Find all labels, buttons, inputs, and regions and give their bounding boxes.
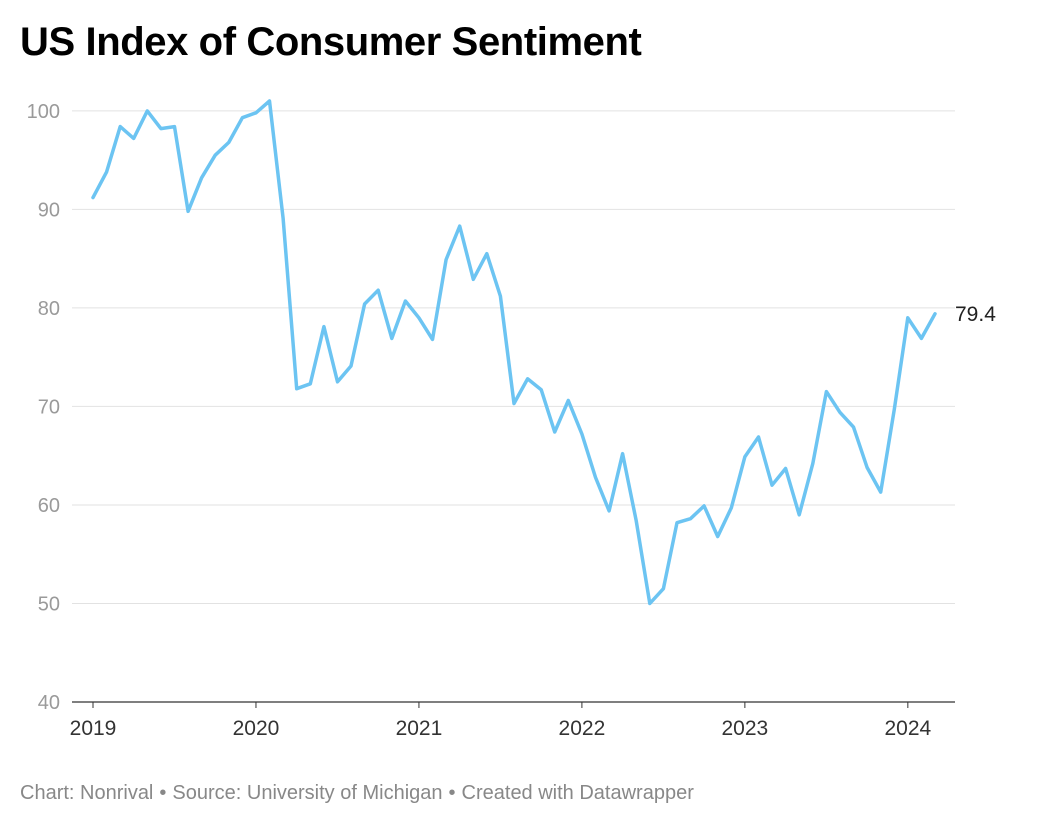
gridlines <box>72 110 955 703</box>
source-credit: Source: University of Michigan <box>172 782 443 804</box>
x-tick-label: 2023 <box>722 717 769 740</box>
chart-footer: Chart: Nonrival • Source: University of Mi… <box>20 782 694 805</box>
x-tick-label: 2024 <box>884 717 931 740</box>
x-tick-label: 2022 <box>559 717 606 740</box>
x-tick-label: 2020 <box>233 717 280 740</box>
y-tick-label: 80 <box>38 298 60 320</box>
series-line <box>91 99 937 606</box>
y-tick-label: 100 <box>27 101 60 123</box>
y-tick-label: 50 <box>38 593 60 615</box>
chart-credit: Chart: Nonrival <box>20 782 154 804</box>
datawrapper-credit: Created with Datawrapper <box>461 782 694 804</box>
x-tick-label: 2019 <box>70 717 117 740</box>
y-tick-label: 40 <box>38 692 60 714</box>
y-tick-label: 70 <box>38 396 60 418</box>
x-tick-label: 2021 <box>396 717 443 740</box>
x-axis-ticks: 2019 2020 2021 2022 2023 2024 <box>70 702 932 740</box>
y-tick-label: 60 <box>38 495 60 517</box>
series-layer <box>91 99 937 606</box>
end-value-label: 79.4 <box>955 303 996 326</box>
footer-separator: • <box>159 782 167 804</box>
y-axis-ticks: 100 90 80 70 60 50 40 <box>27 101 60 714</box>
chart-title: US Index of Consumer Sentiment <box>20 20 642 64</box>
y-tick-label: 90 <box>38 199 60 221</box>
footer-separator: • <box>448 782 456 804</box>
end-label-layer: 79.4 <box>955 303 996 326</box>
